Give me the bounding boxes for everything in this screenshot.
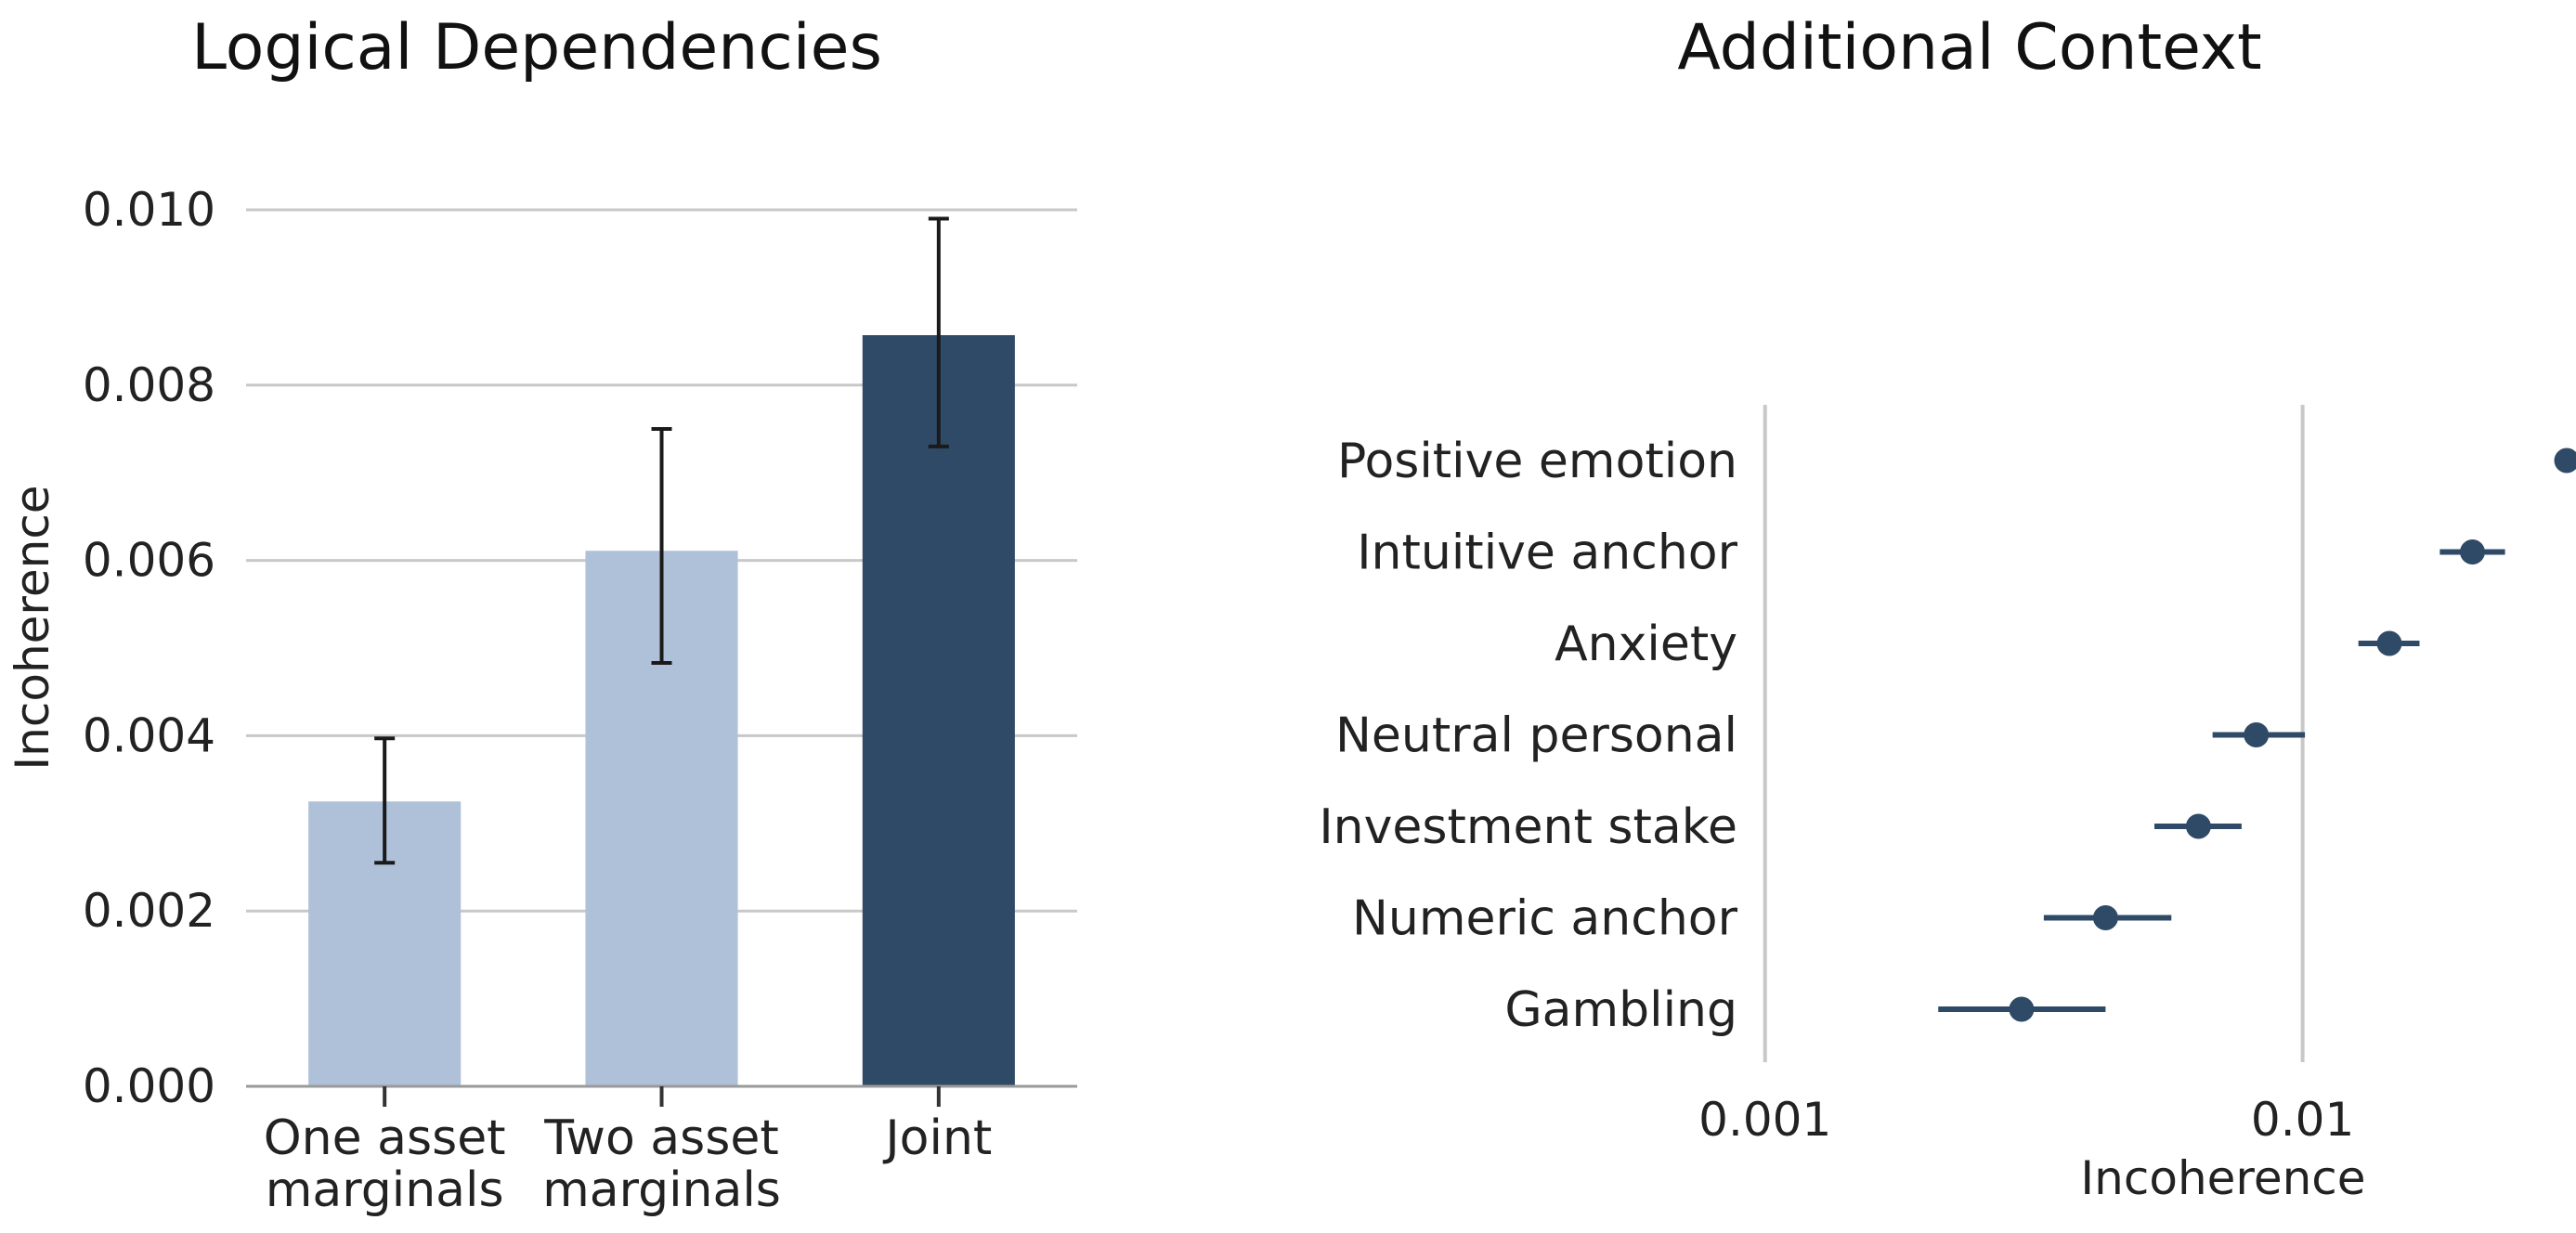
left-x-tick-label: One asset [264, 1110, 506, 1166]
data-point [2009, 996, 2035, 1022]
right-x-tick-label: 0.001 [1698, 1093, 1831, 1147]
right-category-label: Intuitive anchor [1357, 526, 1737, 581]
data-point [2092, 905, 2118, 930]
bar [862, 334, 1015, 1086]
left-y-axis-label: Incoherence [6, 485, 59, 770]
left-y-tick-label: 0.008 [83, 358, 215, 412]
data-point [2244, 722, 2270, 747]
right-category-label: Numeric anchor [1352, 891, 1738, 947]
left-bars [308, 334, 1015, 1086]
right-category-label: Investment stake [1319, 799, 1737, 855]
right-x-tick-label: 0.01 [2251, 1093, 2354, 1147]
data-point [2185, 813, 2211, 839]
right-x-axis-label: Incoherence [2080, 1151, 2365, 1205]
left-y-tick-label: 0.000 [83, 1059, 215, 1113]
data-point [2376, 630, 2402, 656]
left-y-tick-label: 0.002 [83, 884, 215, 938]
data-point [2554, 448, 2576, 474]
right-category-label: Gambling [1504, 982, 1737, 1038]
right-chart-title: Additional Context [1677, 11, 2261, 84]
left-chart-title: Logical Dependencies [191, 11, 882, 84]
left-x-tick-label: marginals [266, 1162, 504, 1218]
right-x-tick-labels: 0.001 0.01 [1698, 1093, 2354, 1147]
left-x-tick-label: marginals [542, 1162, 781, 1218]
left-y-tick-label: 0.010 [83, 183, 215, 237]
right-category-labels: Positive emotion Intuitive anchor Anxiety N… [1319, 434, 1737, 1038]
left-y-tick-label: 0.004 [83, 708, 215, 762]
right-chart-panel: Additional Context Positive emotion Intui… [1319, 11, 2576, 1205]
left-y-tick-labels: 0.000 0.002 0.004 0.006 0.008 0.010 [83, 183, 215, 1113]
right-category-label: Positive emotion [1337, 434, 1737, 489]
right-error-bars [1938, 549, 2505, 1012]
left-y-tick-label: 0.006 [83, 534, 215, 588]
right-points [2009, 448, 2576, 1022]
left-x-tick-label: Two asset [543, 1110, 778, 1166]
right-category-label: Anxiety [1555, 616, 1737, 672]
left-chart-panel: Logical Dependencies 0.0000.0020.0040.00… [6, 11, 1077, 1218]
left-error-bars [374, 216, 949, 865]
data-point [2459, 539, 2485, 565]
left-x-tick-label: Joint [882, 1110, 992, 1166]
right-category-label: Neutral personal [1335, 708, 1737, 764]
